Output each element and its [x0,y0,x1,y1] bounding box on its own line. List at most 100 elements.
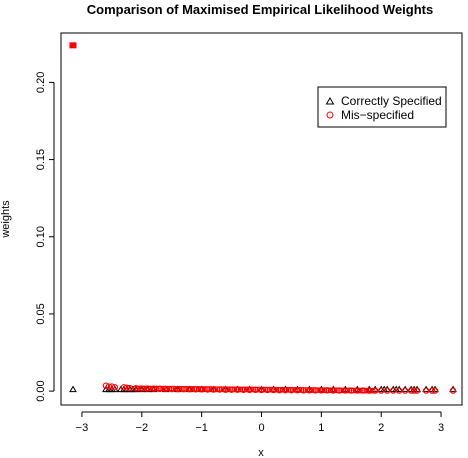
x-tick-label: −3 [76,422,89,434]
point-mis-specified [246,386,252,393]
point-mis-specified [218,386,225,393]
point-mis-specified [319,387,326,394]
point-mis-specified [344,387,351,394]
point-mis-specified [422,387,430,394]
point-mis-specified [250,386,257,393]
point-mis-specified [407,387,415,394]
point-mis-specified [160,385,166,392]
point-mis-specified [235,386,242,393]
point-mis-specified [327,387,334,394]
point-mis-specified [413,387,421,394]
point-mis-specified [108,383,116,390]
point-mis-specified [172,385,179,392]
point-mis-specified [164,385,171,392]
point-mis-specified [155,385,162,392]
y-tick-label: 0.15 [35,149,47,170]
point-mis-specified [202,386,208,392]
x-tick-label: 3 [438,422,444,434]
point-mis-specified [279,386,286,393]
point-mis-specified [214,386,221,393]
y-tick-label: 0.20 [35,72,47,93]
point-mis-specified [300,387,307,393]
point-mis-specified [334,387,340,394]
point-mis-specified [283,386,290,393]
point-mis-specified [294,387,301,393]
x-axis: −3 −2 −1 0 1 2 3 [76,411,444,434]
point-mis-specified [304,387,311,393]
point-mis-specified [338,387,345,394]
point-mis-specified [331,387,338,394]
point-mis-specified [350,387,357,394]
point-mis-specified [120,384,127,391]
x-tick-label: −1 [195,422,208,434]
point-mis-specified [204,386,210,392]
point-mis-specified [197,386,204,392]
point-mis-specified [336,387,342,394]
point-mis-specified [290,386,296,393]
point-mis-specified [346,387,353,394]
legend-label-mis: Mis−specified [341,108,414,122]
point-mis-specified [206,386,213,392]
point-mis-specified [239,386,246,393]
point-mis-specified [275,386,282,393]
point-mis-specified [195,386,202,392]
point-mis-specified [162,385,169,392]
point-mis-specified [233,386,240,393]
point-mis-specified [359,387,365,394]
point-mis-specified [296,387,303,393]
point-mis-specified [222,386,229,393]
point-mis-specified [449,387,457,394]
point-mis-specified [302,387,309,393]
point-mis-specified [199,386,206,392]
chart-title: Comparison of Maximised Empirical Likeli… [87,2,434,17]
point-mis-specified [141,385,148,392]
point-mis-specified [431,387,439,394]
point-mis-specified [225,386,231,393]
point-mis-specified [220,386,227,393]
point-mis-specified [189,385,196,392]
plot-frame [60,32,463,406]
point-mis-specified [69,42,77,49]
point-mis-specified [315,387,321,394]
point-mis-specified [132,385,139,392]
point-mis-specified [176,385,183,392]
point-mis-specified [292,386,298,393]
point-mis-specified [174,385,181,392]
point-mis-specified [342,387,349,394]
point-mis-specified [313,387,319,393]
y-tick-label: 0.00 [35,380,47,401]
point-mis-specified [262,386,269,393]
point-mis-specified [158,385,164,392]
point-mis-specified [137,385,143,392]
point-mis-specified [281,386,288,393]
point-mis-specified [241,386,248,393]
y-tick-label: 0.10 [35,226,47,247]
point-mis-specified [428,387,436,394]
point-mis-specified [371,387,378,394]
point-mis-specified [248,386,254,393]
point-mis-specified [306,387,313,393]
point-mis-specified [149,385,156,392]
point-mis-specified [147,385,154,392]
point-mis-specified [269,386,275,393]
point-mis-specified [254,386,261,393]
x-tick-label: 1 [318,422,324,434]
point-mis-specified [166,385,173,392]
point-mis-specified [357,387,363,394]
point-mis-specified [271,386,277,393]
point-mis-specified [139,385,145,392]
x-tick-label: −2 [136,422,149,434]
point-mis-specified [365,387,372,394]
point-mis-specified [212,386,219,393]
y-tick-label: 0.05 [35,303,47,324]
point-mis-specified [317,387,324,394]
x-tick-label: 2 [378,422,384,434]
point-mis-specified [308,387,315,393]
point-mis-specified [111,384,119,391]
point-mis-specified [135,385,141,392]
legend-circle-marker [326,111,334,119]
point-mis-specified [340,387,347,394]
point-mis-specified [390,387,397,394]
point-mis-specified [208,386,215,392]
